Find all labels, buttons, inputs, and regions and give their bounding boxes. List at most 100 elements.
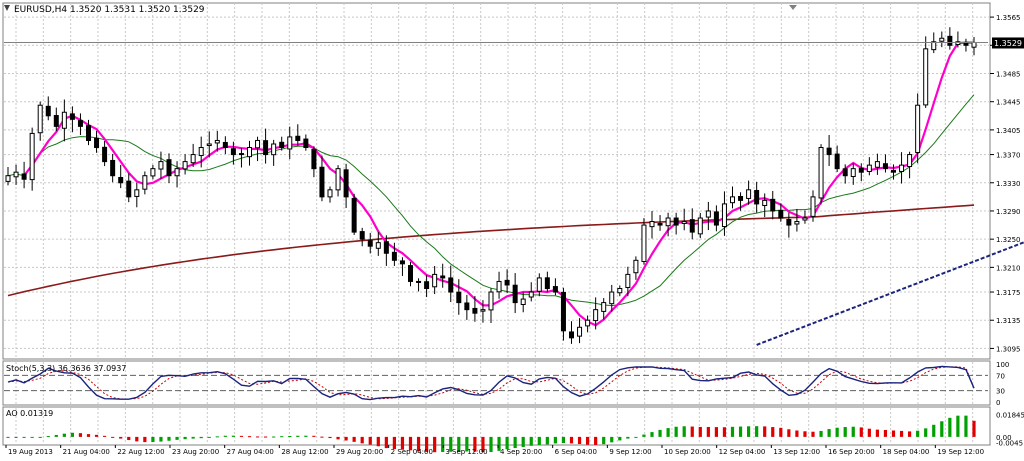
stoch-tick-label: 30 <box>996 388 1005 396</box>
ao-bar <box>883 429 888 437</box>
ao-bar <box>14 436 18 438</box>
candle-body <box>625 273 631 288</box>
ao-bar <box>304 435 308 437</box>
ao-bar <box>714 427 718 437</box>
ao-bar <box>545 436 549 445</box>
stoch-main-line <box>7 365 975 401</box>
candle-body <box>424 281 430 290</box>
candle-body <box>456 291 462 304</box>
candle-body <box>351 197 357 233</box>
ao-bar <box>215 436 219 438</box>
candle-body <box>134 189 140 197</box>
candle-body <box>754 190 760 205</box>
ao-bar <box>537 436 541 446</box>
candle-body <box>391 251 397 261</box>
candle-body <box>738 196 744 201</box>
ao-bar <box>46 436 50 438</box>
candle-body <box>230 148 236 156</box>
candle-body <box>705 210 711 218</box>
ao-bar <box>38 436 42 438</box>
indicator-layer <box>4 365 988 453</box>
candle-body <box>263 140 269 156</box>
candle-body <box>609 291 615 305</box>
ao-bar <box>722 427 727 437</box>
ao-bar <box>940 421 944 437</box>
chart-shift-icon[interactable] <box>789 5 797 10</box>
ao-bar <box>143 436 147 443</box>
candle-body <box>77 120 83 127</box>
ao-bar <box>948 417 952 437</box>
candle-body <box>21 173 27 180</box>
candle-body <box>746 189 752 199</box>
ao-bar <box>481 436 485 453</box>
ao-bar <box>465 436 469 452</box>
candle-body <box>770 198 776 212</box>
ao-bar <box>111 436 115 438</box>
ao-bar <box>650 432 654 437</box>
candle-body <box>319 166 325 198</box>
candle-body <box>842 168 848 177</box>
ao-tick-label: 0.01845 <box>996 411 1024 419</box>
ao-bar <box>312 435 316 437</box>
ao-bar <box>505 436 509 450</box>
candle-body <box>850 168 856 178</box>
candle-body <box>206 143 212 147</box>
ao-bar <box>103 435 107 437</box>
ao-bar <box>964 415 968 437</box>
ao-bar <box>755 426 759 437</box>
ao-bar <box>529 436 533 446</box>
ao-bar <box>875 429 879 437</box>
candle-body <box>673 217 679 226</box>
ao-bar <box>6 436 10 438</box>
ao-bar <box>288 436 292 438</box>
ao-bar <box>666 428 670 437</box>
y-tick-label: 1.3175 <box>996 289 1021 297</box>
candle-body <box>528 291 534 298</box>
ao-bar <box>521 436 525 447</box>
candle-body <box>496 280 502 293</box>
ao-bar <box>392 436 396 450</box>
candle-body <box>955 41 961 46</box>
candle-body <box>271 143 277 156</box>
ao-bar <box>336 436 340 440</box>
candle-body <box>641 224 647 262</box>
y-tick-label: 1.3210 <box>996 264 1021 272</box>
y-tick-label: 1.3565 <box>996 14 1021 22</box>
trendline <box>756 241 1024 346</box>
candle-body <box>585 319 591 327</box>
ao-bar <box>602 436 606 445</box>
ao-bar <box>561 436 566 443</box>
stoch-signal-line <box>7 366 975 400</box>
x-tick-label: 29 Aug 20:00 <box>336 448 383 456</box>
candle-body <box>255 139 261 149</box>
ao-bar <box>264 436 268 438</box>
candle-body <box>939 37 945 42</box>
ao-bar <box>674 426 678 437</box>
ao-bar <box>175 436 179 440</box>
candle-body <box>238 153 244 156</box>
trendline-layer <box>4 41 1024 346</box>
ao-label: AO 0.01319 <box>6 409 53 418</box>
ao-bar <box>425 436 429 452</box>
ao-bar <box>698 426 702 437</box>
candle-body <box>633 259 639 274</box>
candle-body <box>190 154 196 164</box>
collapse-arrow-icon[interactable] <box>4 5 10 11</box>
ao-bar <box>22 436 26 438</box>
candle-body <box>359 231 365 240</box>
y-tick-label: 1.3370 <box>996 152 1021 160</box>
candle-body <box>721 203 727 228</box>
candle-body <box>94 137 100 149</box>
candle-body <box>416 280 422 283</box>
x-tick-label: 12 Sep 04:00 <box>719 448 766 456</box>
y-tick-label: 1.3485 <box>996 70 1021 78</box>
candle-body <box>343 169 349 198</box>
grid-layer <box>4 3 990 444</box>
ao-bar <box>457 436 461 452</box>
candle-body <box>247 147 252 158</box>
ao-bar <box>223 435 227 437</box>
candle-body <box>182 161 188 170</box>
candle-body <box>488 291 494 311</box>
y-tick-label: 1.3330 <box>996 180 1021 188</box>
